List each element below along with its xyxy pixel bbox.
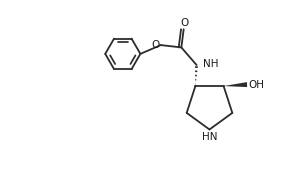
Text: O: O — [151, 40, 160, 50]
Text: NH: NH — [203, 59, 219, 68]
Polygon shape — [224, 82, 247, 87]
Text: HN: HN — [202, 132, 217, 142]
Text: OH: OH — [248, 80, 265, 90]
Text: O: O — [180, 18, 189, 27]
